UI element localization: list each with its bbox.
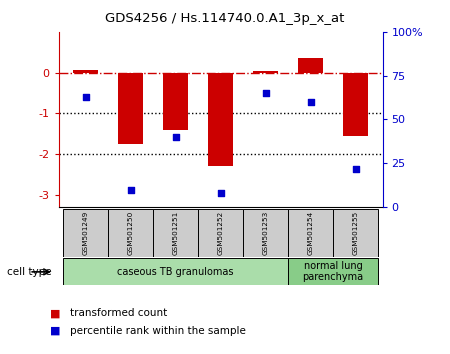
Text: GSM501250: GSM501250 (127, 211, 134, 255)
FancyBboxPatch shape (333, 209, 378, 257)
Point (127, 187, 134, 192)
Bar (298, 58, 323, 73)
FancyBboxPatch shape (198, 209, 243, 257)
FancyBboxPatch shape (63, 258, 288, 285)
Point (352, 166, 359, 171)
Text: GSM501255: GSM501255 (352, 211, 359, 255)
Bar (73, 70, 98, 73)
Text: GSM501254: GSM501254 (307, 211, 314, 255)
Point (172, 134, 179, 140)
Point (307, 99, 314, 105)
Text: cell type: cell type (7, 267, 51, 277)
Text: ■: ■ (50, 326, 60, 336)
Text: GSM501252: GSM501252 (217, 211, 224, 255)
Text: transformed count: transformed count (70, 308, 167, 318)
FancyBboxPatch shape (108, 209, 153, 257)
Text: percentile rank within the sample: percentile rank within the sample (70, 326, 246, 336)
Text: GSM501249: GSM501249 (82, 211, 89, 255)
FancyBboxPatch shape (288, 209, 333, 257)
FancyBboxPatch shape (288, 258, 378, 285)
Text: normal lung
parenchyma: normal lung parenchyma (302, 261, 364, 282)
Text: GSM501251: GSM501251 (172, 211, 179, 255)
Text: caseous TB granulomas: caseous TB granulomas (117, 267, 234, 277)
Bar (118, 73, 143, 144)
FancyBboxPatch shape (153, 209, 198, 257)
Point (82, 94, 89, 99)
Bar (208, 73, 233, 166)
Bar (343, 73, 368, 136)
Bar (253, 70, 278, 73)
Point (217, 190, 224, 196)
Text: GDS4256 / Hs.114740.0.A1_3p_x_at: GDS4256 / Hs.114740.0.A1_3p_x_at (105, 12, 345, 25)
FancyBboxPatch shape (243, 209, 288, 257)
FancyBboxPatch shape (63, 209, 108, 257)
Text: GSM501253: GSM501253 (262, 211, 269, 255)
Text: ■: ■ (50, 308, 60, 318)
Bar (163, 73, 188, 130)
Point (262, 90, 269, 96)
